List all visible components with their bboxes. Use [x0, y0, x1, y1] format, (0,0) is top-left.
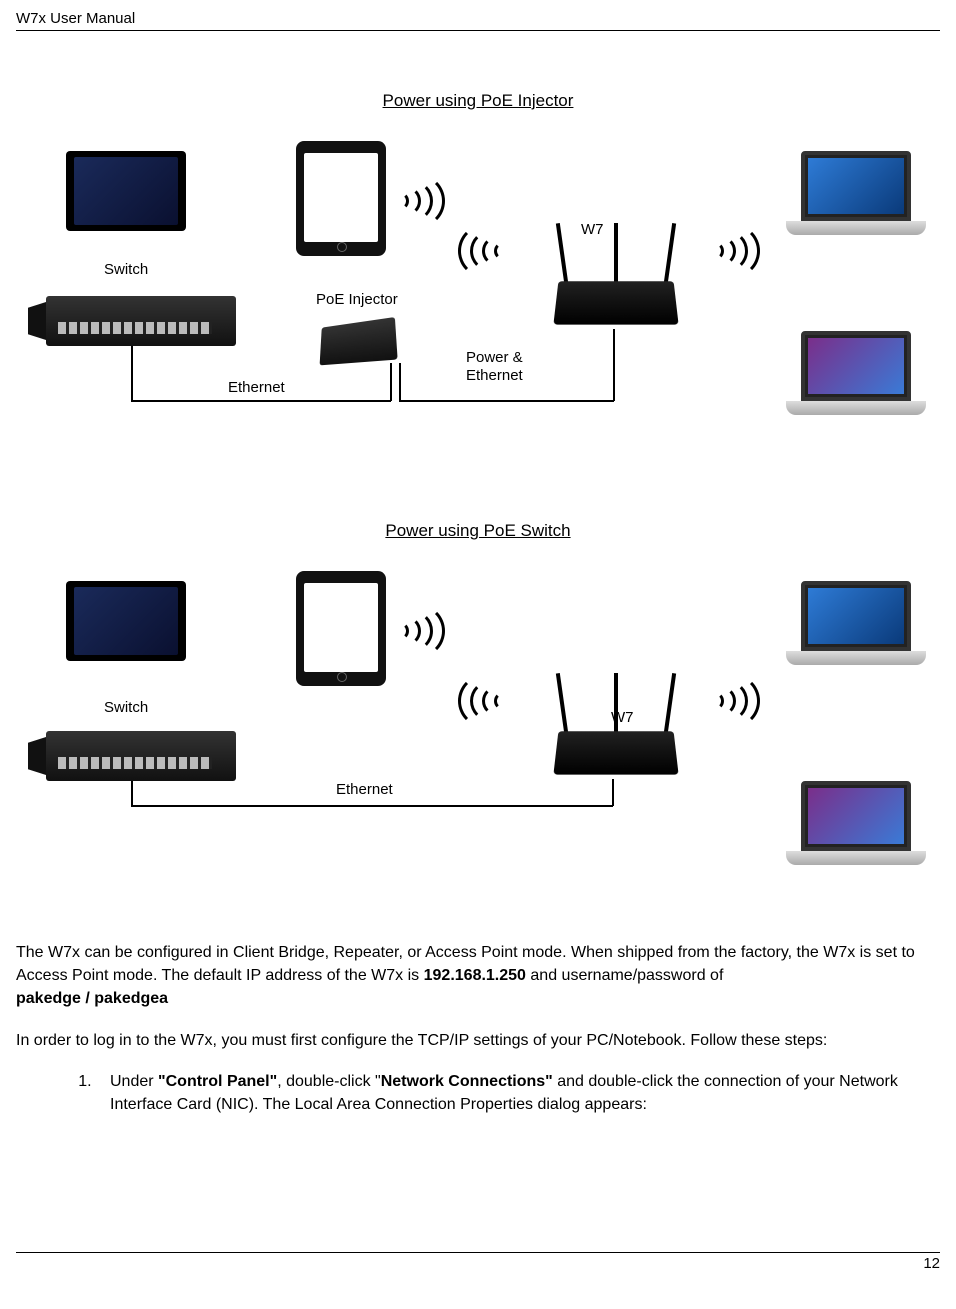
page-footer: 12 — [16, 1252, 940, 1272]
diagram-poe-injector: Switch PoE Injector W7 Ethernet Power & … — [16, 151, 940, 471]
router-image — [546, 697, 686, 777]
w7-label: W7 — [581, 221, 604, 238]
step1-cp: "Control Panel" — [158, 1073, 277, 1090]
step1-b: , double-click " — [277, 1073, 381, 1090]
connection-line — [131, 781, 133, 806]
ethernet-label: Ethernet — [228, 379, 285, 396]
laptop-mac-image — [786, 331, 926, 431]
switch-label: Switch — [104, 699, 148, 716]
laptop-mac-image — [786, 781, 926, 881]
header-title: W7x User Manual — [16, 10, 135, 27]
connection-line — [399, 400, 614, 402]
connection-line — [613, 329, 615, 401]
step-1: Under "Control Panel", double-click "Net… — [96, 1070, 900, 1116]
switch-image — [46, 731, 236, 781]
power-ethernet-label-1: Power & — [466, 349, 523, 366]
step1-a: Under — [110, 1073, 158, 1090]
connection-line — [399, 363, 401, 401]
wifi-icon — [468, 671, 516, 731]
tablet-image — [296, 141, 386, 256]
body-text: The W7x can be configured in Client Brid… — [16, 941, 940, 1116]
page-number: 12 — [923, 1255, 940, 1272]
page-header: W7x User Manual — [16, 10, 940, 31]
power-ethernet-label-2: Ethernet — [466, 367, 523, 384]
switch-image — [46, 296, 236, 346]
poe-injector-label: PoE Injector — [316, 291, 398, 308]
wifi-icon — [468, 221, 516, 281]
section1-title: Power using PoE Injector — [16, 91, 940, 111]
poe-injector-image — [320, 317, 398, 365]
connection-line — [131, 346, 133, 401]
laptop-windows-image — [786, 581, 926, 681]
para1-ip: 192.168.1.250 — [424, 967, 526, 984]
touchpanel-image — [66, 581, 186, 661]
diagram-poe-switch: Switch W7 Ethernet — [16, 581, 940, 891]
paragraph-2: In order to log in to the W7x, you must … — [16, 1029, 940, 1052]
wifi-icon — [706, 671, 754, 731]
section2-title: Power using PoE Switch — [16, 521, 940, 541]
tablet-image — [296, 571, 386, 686]
connection-line — [612, 779, 614, 806]
wifi-icon — [391, 601, 439, 661]
wifi-icon — [391, 171, 439, 231]
para1-text-b: and username/password of — [526, 967, 723, 984]
connection-line — [131, 400, 391, 402]
paragraph-1: The W7x can be configured in Client Brid… — [16, 941, 940, 1011]
wifi-icon — [706, 221, 754, 281]
step1-nc: Network Connections" — [381, 1073, 553, 1090]
touchpanel-image — [66, 151, 186, 231]
connection-line — [390, 363, 392, 401]
connection-line — [131, 805, 613, 807]
laptop-windows-image — [786, 151, 926, 251]
para1-creds: pakedge / pakedgea — [16, 990, 168, 1007]
switch-label: Switch — [104, 261, 148, 278]
ethernet-label: Ethernet — [336, 781, 393, 798]
router-image — [546, 247, 686, 327]
steps-list: Under "Control Panel", double-click "Net… — [96, 1070, 940, 1116]
